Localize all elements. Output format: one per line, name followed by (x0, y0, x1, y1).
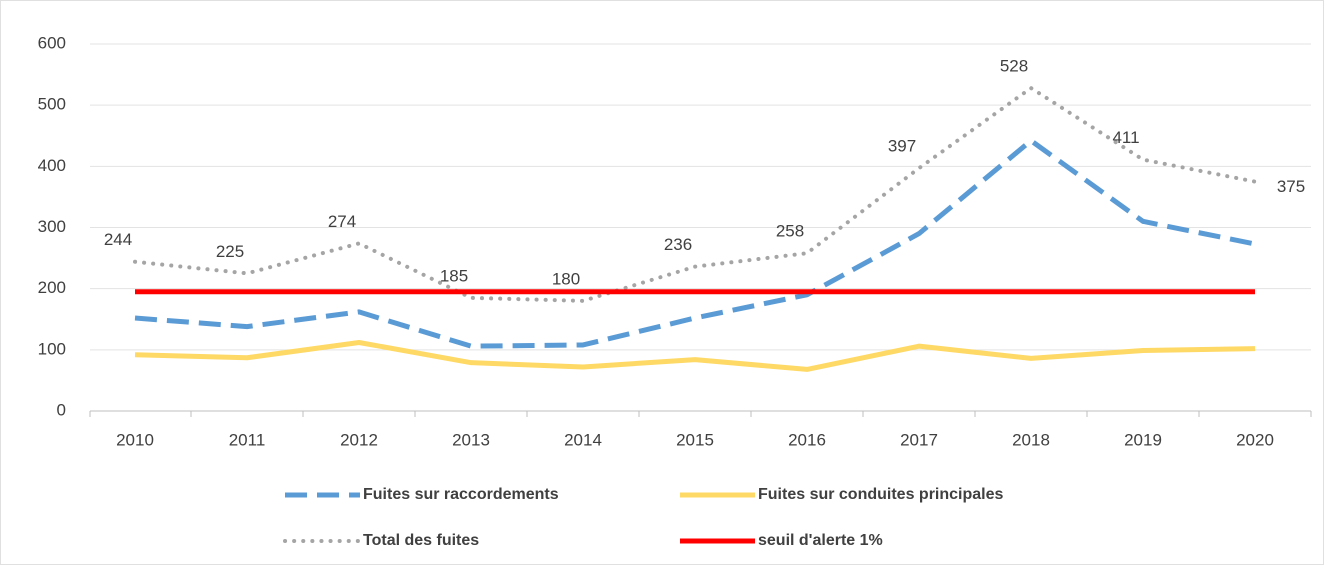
legend-label: Fuites sur conduites principales (758, 486, 1003, 503)
y-tick-label: 500 (38, 95, 66, 114)
data-label: 225 (216, 242, 244, 261)
x-tick-label: 2014 (564, 430, 602, 449)
data-label: 397 (888, 137, 916, 156)
series-line (134, 138, 1256, 349)
y-tick-label: 300 (38, 217, 66, 236)
data-label: 180 (552, 269, 580, 288)
x-tick-label: 2010 (116, 430, 154, 449)
legend-label: seuil d'alerte 1% (758, 532, 883, 549)
data-label: 411 (1112, 128, 1139, 147)
x-tick-label: 2020 (1236, 430, 1274, 449)
data-label: 375 (1277, 177, 1305, 196)
y-tick-label: 400 (38, 156, 66, 175)
y-tick-label: 600 (38, 33, 66, 52)
y-tick-label: 0 (57, 400, 66, 419)
series-line (134, 339, 1256, 372)
y-tick-label: 100 (38, 339, 66, 358)
y-tick-label: 200 (38, 278, 66, 297)
x-tick-label: 2012 (340, 430, 378, 449)
x-tick-label: 2011 (229, 430, 266, 449)
x-tick-label: 2018 (1012, 430, 1050, 449)
x-tick-label: 2019 (1124, 430, 1162, 449)
x-tick-label: 2013 (452, 430, 490, 449)
legend-label: Total des fuites (363, 532, 479, 549)
series-line (133, 86, 1257, 303)
data-label: 274 (328, 212, 356, 231)
x-tick-label: 2016 (788, 430, 826, 449)
data-label: 258 (776, 222, 804, 241)
data-label: 244 (104, 230, 132, 249)
data-label: 528 (1000, 57, 1028, 76)
x-tick-label: 2015 (676, 430, 714, 449)
legend-label: Fuites sur raccordements (363, 486, 559, 503)
data-label: 236 (664, 235, 692, 254)
x-tick-label: 2017 (900, 430, 938, 449)
data-label: 185 (440, 266, 468, 285)
